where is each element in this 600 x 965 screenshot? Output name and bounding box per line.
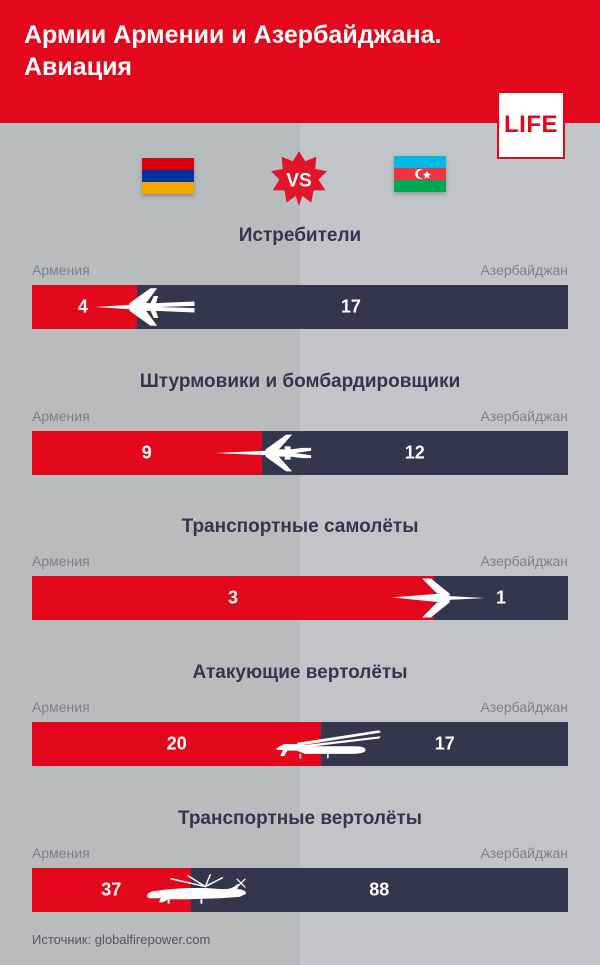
svg-text:VS: VS — [286, 170, 311, 191]
